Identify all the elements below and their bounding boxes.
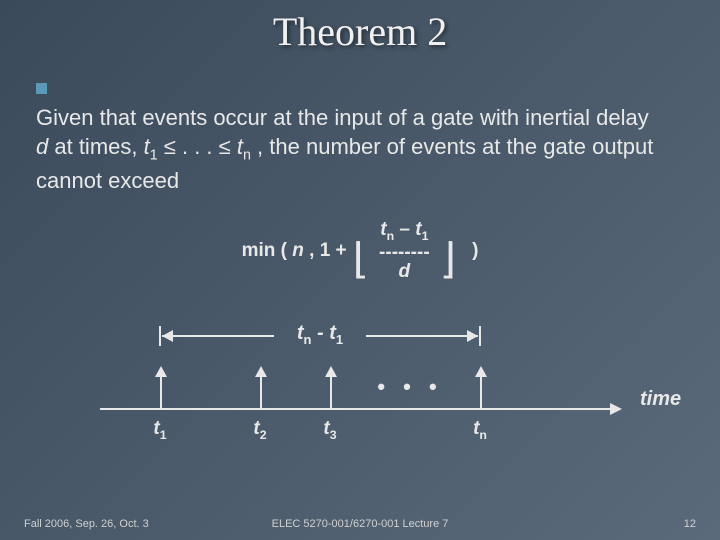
footer-date: Fall 2006, Sep. 26, Oct. 3 [24,518,149,530]
time-axis-label: time [640,388,681,411]
formula: min ( n , 1 + ⌊ tn – t1 -------- d ⌋ ) [0,220,720,283]
slide-footer: Fall 2006, Sep. 26, Oct. 3 ELEC 5270-001… [0,518,720,530]
theorem-statement: Given that events occur at the input of … [0,55,720,196]
event-arrow [260,368,262,408]
event-label: t1 [153,418,166,442]
bullet-icon [36,83,47,94]
ellipsis-dots: • • • [377,374,442,400]
event-arrow [160,368,162,408]
footer-course: ELEC 5270-001/6270-001 Lecture 7 [272,518,449,530]
event-label: t3 [323,418,336,442]
formula-fraction: tn – t1 -------- d [379,220,430,283]
event-label: tn [473,418,487,442]
formula-close: ) [472,240,478,262]
event-label: t2 [253,418,266,442]
page-title: Theorem 2 [0,0,720,55]
event-arrow [330,368,332,408]
timeline-axis [100,408,620,410]
span-label: tn - t1 [289,322,351,347]
floor-left-bracket: ⌊ [353,246,369,271]
timeline-diagram: tn - t1t1t2t3tn• • •time [100,318,620,448]
theorem-text: Given that events occur at the input of … [36,103,656,196]
event-arrow [480,368,482,408]
footer-page-number: 12 [684,518,696,530]
floor-right-bracket: ⌋ [440,246,456,271]
formula-min: min ( n , 1 + [242,240,347,262]
